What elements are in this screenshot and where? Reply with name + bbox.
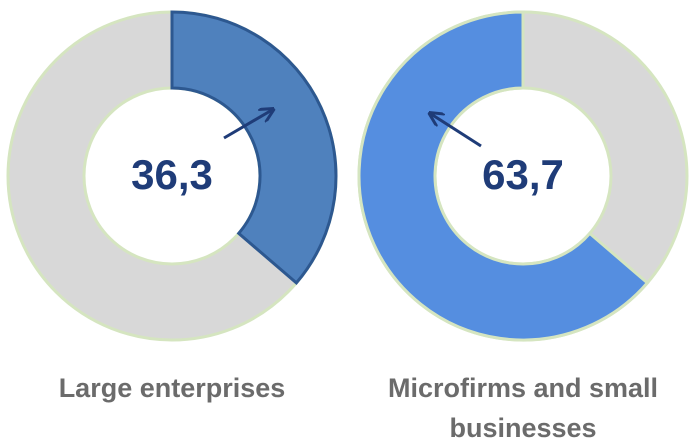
category-label: Large enterprises: [58, 373, 286, 403]
center-value: 63,7: [482, 151, 564, 198]
donut-segment: [357, 10, 650, 342]
category-label: Microfirms and small businesses: [387, 373, 659, 443]
center-value: 36,3: [131, 151, 213, 198]
donut-segment: [170, 10, 338, 286]
arrow: [431, 114, 482, 148]
arrow: [223, 110, 272, 140]
